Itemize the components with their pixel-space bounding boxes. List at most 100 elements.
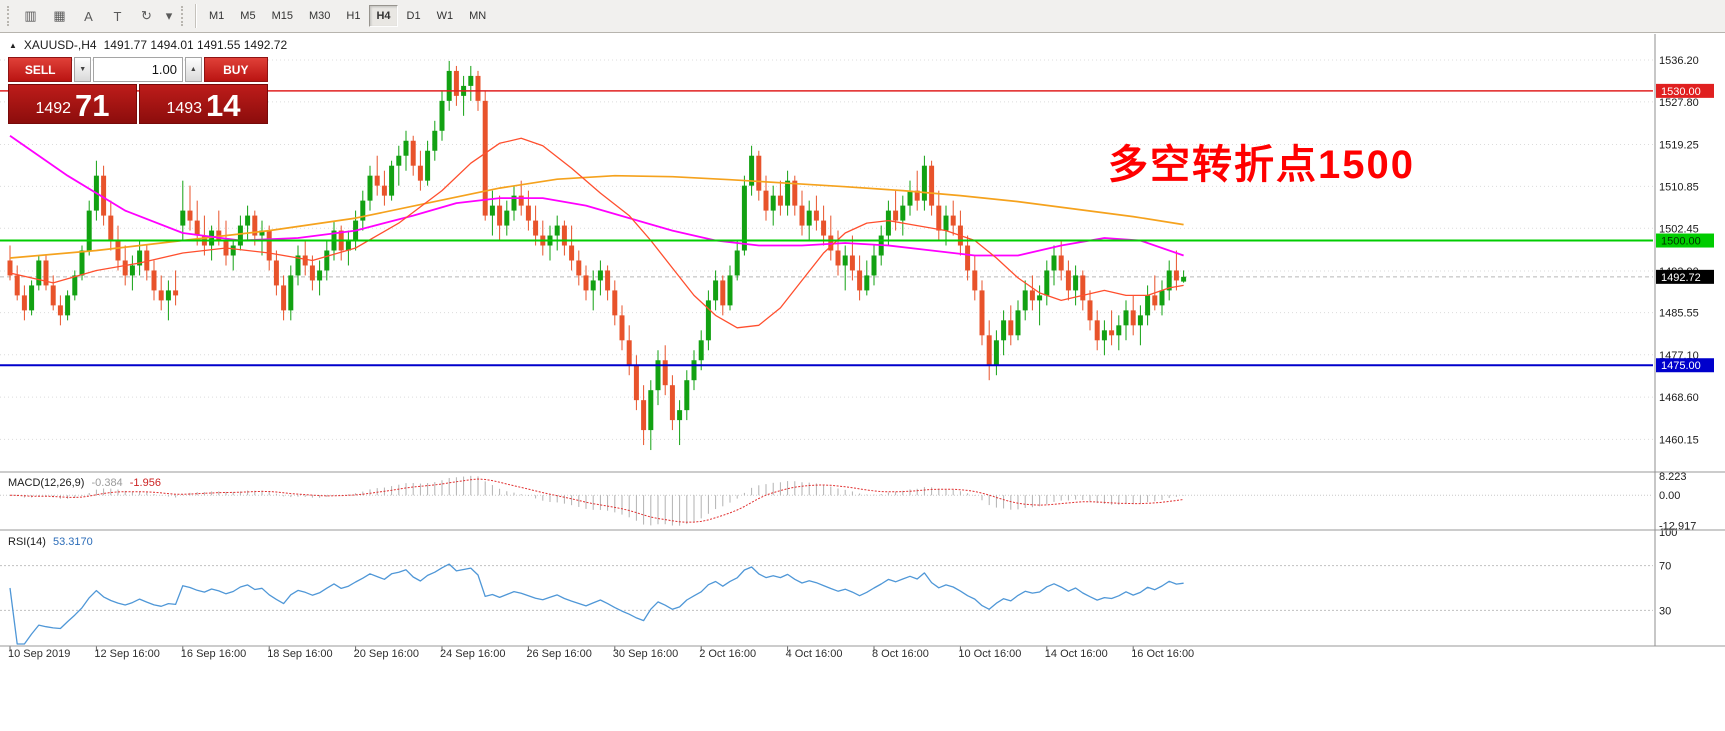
volume-input[interactable] [93, 57, 183, 82]
candle [648, 380, 654, 451]
sell-button[interactable]: SELL [8, 57, 73, 82]
candle [1173, 250, 1179, 291]
timeframe-m1[interactable]: M1 [202, 5, 231, 27]
candle [144, 245, 150, 281]
candle [108, 200, 114, 251]
macd-signal-line [9, 478, 1184, 523]
candle [1109, 310, 1115, 346]
candle [633, 355, 639, 411]
timeframe-h1[interactable]: H1 [339, 5, 367, 27]
timeframe-m5[interactable]: M5 [233, 5, 262, 27]
candle [374, 155, 380, 196]
candle [1094, 310, 1100, 351]
candle [273, 250, 279, 296]
candle [230, 240, 236, 271]
text-label-tool-icon[interactable]: T [104, 4, 131, 28]
cycle-lines-tool-icon[interactable]: ↻ [133, 4, 160, 28]
candle [417, 150, 423, 191]
timeframe-h4[interactable]: H4 [369, 5, 398, 27]
toolbar-grip[interactable] [7, 6, 12, 26]
price-level-badge-label: 1500.00 [1661, 236, 1701, 248]
candle [245, 205, 251, 241]
price-axis-label: 1519.25 [1659, 140, 1699, 152]
time-axis-label: 8 Oct 16:00 [872, 648, 929, 660]
candle [554, 215, 560, 251]
candle [907, 180, 913, 216]
sell-price-display[interactable]: 1492 71 [8, 84, 137, 124]
candle [785, 170, 791, 216]
candle [425, 140, 431, 186]
horizontal-levels-layer: 1530.00 1500.00 1475.00 1492.72 [0, 83, 1714, 373]
price-axis-label: 1536.20 [1659, 55, 1699, 67]
chart-canvas[interactable]: 1536.201527.801519.251510.851502.451493.… [0, 34, 1725, 731]
buy-price-display[interactable]: 1493 14 [139, 84, 268, 124]
data-window-icon[interactable]: ▦ [46, 4, 73, 28]
candle [396, 145, 402, 186]
candle [677, 400, 683, 446]
candle [209, 225, 215, 261]
text-tool-icon[interactable]: A [75, 4, 102, 28]
candle [1145, 285, 1151, 326]
candle [432, 120, 438, 161]
candle [561, 220, 567, 256]
timeframe-d1[interactable]: D1 [400, 5, 428, 27]
candle [1008, 305, 1014, 346]
candle [1058, 240, 1064, 281]
buy-button[interactable]: BUY [203, 57, 268, 82]
timeframe-m30[interactable]: M30 [302, 5, 337, 27]
candle [950, 200, 956, 236]
one-click-collapse-icon[interactable]: ▲ [9, 40, 17, 50]
candle [605, 265, 611, 301]
candle [129, 255, 135, 291]
chart-window-icon[interactable]: ▥ [17, 4, 44, 28]
volume-increase-button[interactable]: ▲ [185, 57, 202, 82]
candle [1029, 275, 1035, 311]
symbol-period-label: XAUUSD-,H4 [23, 38, 97, 52]
time-axis-label: 16 Oct 16:00 [1131, 648, 1194, 660]
candle [641, 385, 647, 446]
price-axis[interactable]: 1536.201527.801519.251510.851502.451493.… [1659, 55, 1699, 446]
candle [453, 65, 459, 106]
candle [900, 195, 906, 236]
candle [993, 330, 999, 376]
candle [65, 290, 71, 321]
panel-separators [0, 34, 1725, 647]
top-toolbar: ▥ ▦ A T ↻ ▾ M1 M5 M15 M30 H1 H4 D1 W1 MN [0, 0, 1725, 33]
candle [727, 265, 733, 311]
candle [792, 175, 798, 216]
rsi-line [9, 563, 1184, 645]
candle [893, 190, 899, 231]
candle [101, 165, 107, 226]
volume-decrease-button[interactable]: ▼ [74, 57, 91, 82]
candle [655, 350, 661, 406]
timeframe-w1[interactable]: W1 [430, 5, 461, 27]
candle [21, 285, 27, 321]
candle [691, 350, 697, 391]
time-axis-label: 2 Oct 16:00 [699, 648, 756, 660]
candle [525, 190, 531, 231]
candle [669, 375, 675, 431]
candle [828, 215, 834, 261]
price-level-badge-label: 1530.00 [1661, 86, 1701, 98]
buy-price-main: 1493 [166, 100, 203, 117]
ma-fast-orangered [9, 137, 1184, 329]
candle [1123, 300, 1129, 341]
candle [713, 270, 719, 311]
price-level-badge-label: 1475.00 [1661, 360, 1701, 372]
candle [626, 325, 632, 376]
time-axis[interactable]: 10 Sep 2019 12 Sep 16:00 16 Sep 16:00 18 Se… [8, 646, 1194, 661]
timeframe-m15[interactable]: M15 [265, 5, 300, 27]
toolbar-grip[interactable] [181, 6, 186, 26]
candle [720, 275, 726, 316]
macd-indicator-label: MACD(12,26,9) -0.384 -1.956 [8, 477, 161, 489]
candle [223, 220, 229, 266]
candle [324, 240, 330, 281]
candle [871, 245, 877, 286]
candle [835, 230, 841, 276]
chevron-down-icon[interactable]: ▾ [162, 4, 176, 28]
candle [741, 175, 747, 256]
candle [662, 345, 668, 396]
candle [302, 240, 308, 276]
timeframe-mn[interactable]: MN [462, 5, 493, 27]
candle [1001, 310, 1007, 356]
